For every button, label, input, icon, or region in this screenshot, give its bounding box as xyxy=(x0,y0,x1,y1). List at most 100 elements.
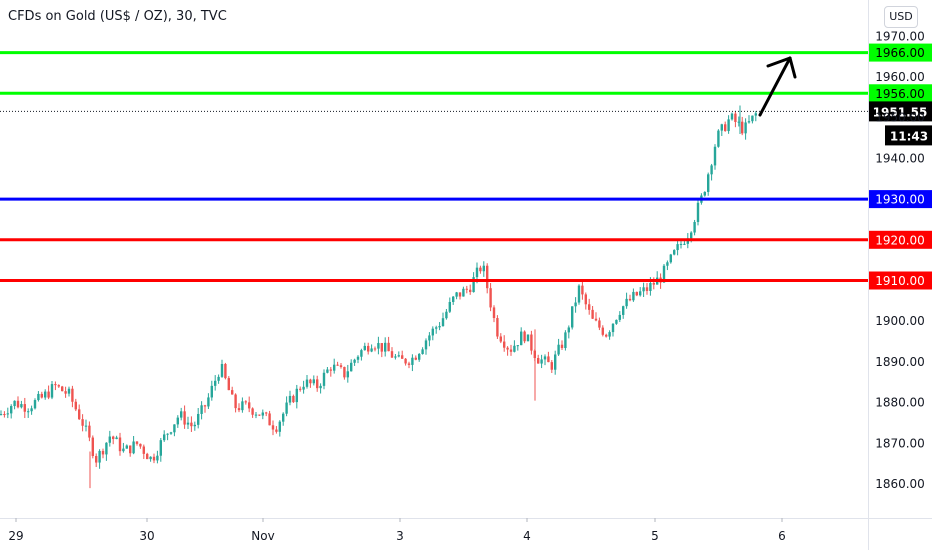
candle-body xyxy=(594,318,598,321)
candle-body xyxy=(747,121,751,123)
price-label-badge xyxy=(869,84,932,103)
price-label-badge xyxy=(869,190,932,209)
candle-body xyxy=(146,453,149,460)
y-tick-label: 1870.00 xyxy=(875,436,925,450)
price-label-text: 1930.00 xyxy=(875,193,925,207)
candle-body xyxy=(673,250,676,255)
candle-body xyxy=(78,409,81,420)
candle-body xyxy=(622,306,625,315)
candle-body xyxy=(166,433,169,435)
candle-body xyxy=(10,406,13,414)
candle-body xyxy=(234,394,237,409)
candle-body xyxy=(329,369,332,371)
candle-body xyxy=(81,419,84,426)
currency-button[interactable]: USD xyxy=(884,6,918,28)
candle-body xyxy=(717,130,720,147)
candle-body xyxy=(343,366,346,378)
candle-body xyxy=(367,345,370,352)
candle-body xyxy=(217,376,220,381)
trend-arrow-line[interactable] xyxy=(758,56,792,117)
candle-body xyxy=(326,369,329,373)
candle-body xyxy=(319,385,322,389)
candle-body xyxy=(489,288,492,308)
y-tick-label: 1860.00 xyxy=(875,477,925,491)
candle-body xyxy=(601,327,604,335)
candle-body xyxy=(645,287,649,291)
candle-body xyxy=(173,424,176,433)
candle-body xyxy=(64,391,67,394)
candle-body xyxy=(666,262,669,266)
candle-body xyxy=(292,395,295,403)
candle-body xyxy=(61,386,64,392)
candle-body xyxy=(567,327,570,333)
candle-body xyxy=(27,411,30,413)
candle-body xyxy=(132,441,135,454)
candle-body xyxy=(387,342,390,352)
x-tick-label: 3 xyxy=(396,529,404,543)
candle-body xyxy=(754,113,757,116)
candle-body xyxy=(543,356,547,360)
candle-body xyxy=(397,355,400,357)
candle-body xyxy=(394,356,397,358)
candle-body xyxy=(244,401,247,403)
candle-body xyxy=(0,414,3,416)
y-tick-label: 1890.00 xyxy=(875,355,925,369)
candle-body xyxy=(139,443,142,447)
candle-body xyxy=(679,243,683,245)
candle-body xyxy=(703,191,706,196)
candle-body xyxy=(285,402,288,414)
candle-body xyxy=(23,404,26,412)
candle-body xyxy=(193,424,196,427)
candle-body xyxy=(472,277,475,293)
candle-body xyxy=(356,356,360,360)
candle-body xyxy=(6,413,9,415)
candle-body xyxy=(401,355,404,359)
candle-body xyxy=(676,244,679,251)
candle-body xyxy=(16,400,20,408)
candle-body xyxy=(129,445,132,454)
candle-body xyxy=(526,334,530,342)
candle-body xyxy=(588,304,591,310)
candle-body xyxy=(611,323,615,333)
candle-body xyxy=(448,301,451,312)
candle-body xyxy=(84,425,88,427)
candle-body xyxy=(203,405,207,407)
candle-body xyxy=(227,378,230,391)
candle-body xyxy=(248,402,251,409)
candle-body xyxy=(268,413,271,426)
candle-body xyxy=(295,388,298,403)
candle-body xyxy=(309,379,312,384)
candle-body xyxy=(190,422,193,427)
candle-body xyxy=(520,331,523,346)
candle-body xyxy=(560,344,564,349)
price-label-badge xyxy=(869,43,932,62)
candle-body xyxy=(411,357,414,365)
candle-body xyxy=(730,113,734,120)
y-tick-label: 1950.00 xyxy=(875,111,925,125)
candle-body xyxy=(350,362,353,372)
candle-body xyxy=(513,345,516,352)
candle-body xyxy=(220,363,224,377)
candle-body xyxy=(108,436,111,443)
candle-body xyxy=(642,287,645,292)
candle-body xyxy=(118,437,122,452)
x-tick-label: Nov xyxy=(251,529,274,543)
candle-body xyxy=(734,113,737,122)
candle-body xyxy=(435,327,438,329)
candle-body xyxy=(615,319,618,324)
candle-body xyxy=(499,336,502,342)
candle-body xyxy=(40,393,43,398)
candle-body xyxy=(458,292,462,297)
candle-body xyxy=(149,456,152,460)
candle-body xyxy=(373,348,377,350)
candle-body xyxy=(506,347,509,350)
candle-body xyxy=(465,288,468,290)
candle-body xyxy=(169,432,173,434)
trend-arrow-head[interactable] xyxy=(766,56,797,79)
x-tick-label: 30 xyxy=(139,529,154,543)
candle-body xyxy=(564,332,567,349)
candle-body xyxy=(424,340,428,350)
candle-body xyxy=(455,292,458,297)
